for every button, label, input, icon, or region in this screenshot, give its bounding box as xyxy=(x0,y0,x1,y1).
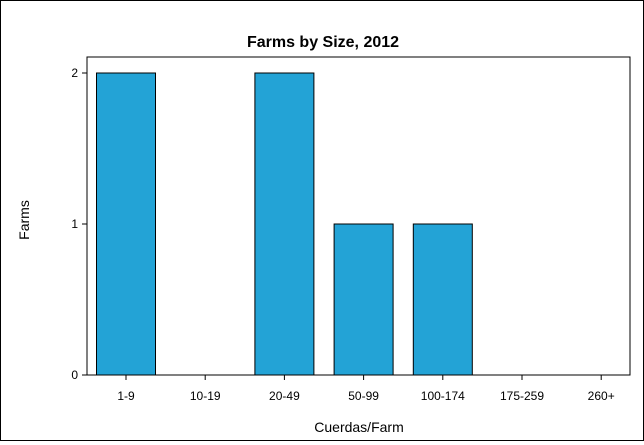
x-axis-label: Cuerdas/Farm xyxy=(314,419,403,435)
bar xyxy=(412,223,473,376)
x-tick-label: 50-99 xyxy=(348,389,379,403)
x-tick-label: 20-49 xyxy=(269,389,300,403)
y-tick-label: 2 xyxy=(71,66,78,80)
chart-title: Farms by Size, 2012 xyxy=(247,34,399,51)
x-tick-label: 175-259 xyxy=(500,389,544,403)
x-tick-label: 1-9 xyxy=(117,389,135,403)
y-axis-label: Farms xyxy=(16,200,32,240)
x-tick-label: 10-19 xyxy=(190,389,221,403)
x-tick-label: 100-174 xyxy=(421,389,465,403)
bar xyxy=(96,72,156,376)
bar xyxy=(254,72,315,376)
y-tick-label: 1 xyxy=(71,217,78,231)
bar xyxy=(333,223,394,376)
x-tick-label: 260+ xyxy=(588,389,615,403)
y-tick-label: 0 xyxy=(71,368,78,382)
